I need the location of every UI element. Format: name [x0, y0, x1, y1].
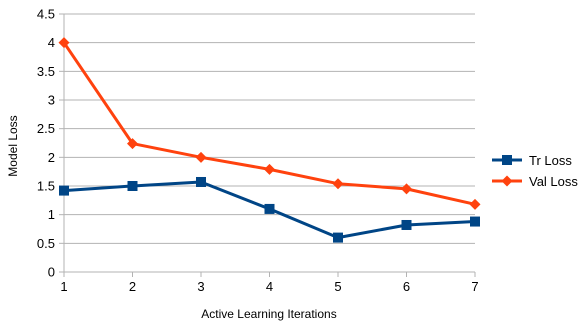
x-tick-label: 6	[403, 279, 410, 294]
legend-marker	[502, 155, 512, 165]
x-tick-label: 3	[197, 279, 204, 294]
series-line	[62, 41, 476, 206]
x-tick-label: 2	[129, 279, 136, 294]
y-tick-label: 0.5	[37, 236, 55, 251]
x-tick-labels: 1 2 3 4 5 6 7	[60, 279, 478, 294]
series-1	[59, 176, 480, 243]
legend-marker	[501, 175, 513, 187]
x-tick-label: 4	[266, 279, 273, 294]
legend: Tr Loss Val Loss	[492, 153, 578, 189]
y-tick-label: 1.5	[37, 179, 55, 194]
y-tick-label: 4	[48, 35, 55, 50]
data-point	[470, 216, 480, 227]
data-point	[127, 181, 138, 191]
data-point	[196, 176, 206, 187]
y-tick-label: 2.5	[37, 121, 55, 136]
legend-label: Val Loss	[529, 174, 578, 189]
data-point	[332, 178, 344, 190]
data-point	[264, 203, 275, 214]
data-point	[127, 138, 138, 150]
data-point	[264, 163, 275, 175]
legend-item: Val Loss	[492, 174, 578, 189]
x-tick-label: 5	[334, 279, 341, 294]
x-tick-label: 7	[471, 279, 478, 294]
data-point	[469, 198, 481, 210]
x-tick-label: 1	[60, 279, 67, 294]
data-point	[59, 185, 69, 196]
y-axis-title: Model Loss	[6, 115, 20, 176]
data-point	[333, 232, 343, 243]
axes	[59, 13, 476, 277]
data-point	[401, 183, 412, 195]
data-point	[58, 37, 70, 49]
y-tick-label: 0	[48, 265, 55, 280]
data-point	[195, 151, 207, 163]
y-tick-label: 2	[48, 150, 55, 165]
x-axis-title: Active Learning Iterations	[201, 307, 336, 321]
y-tick-label: 3.5	[37, 64, 55, 79]
series-group	[58, 37, 481, 243]
data-point	[401, 219, 412, 230]
series-2	[58, 37, 481, 210]
y-tick-label: 1	[48, 207, 55, 222]
y-tick-label: 3	[48, 93, 55, 108]
y-tick-label: 4.5	[37, 7, 55, 22]
legend-item: Tr Loss	[492, 153, 572, 168]
y-tick-labels: 0 0.5 1 1.5 2 2.5 3 3.5 4 4.5	[37, 7, 55, 280]
legend-label: Tr Loss	[529, 153, 572, 168]
